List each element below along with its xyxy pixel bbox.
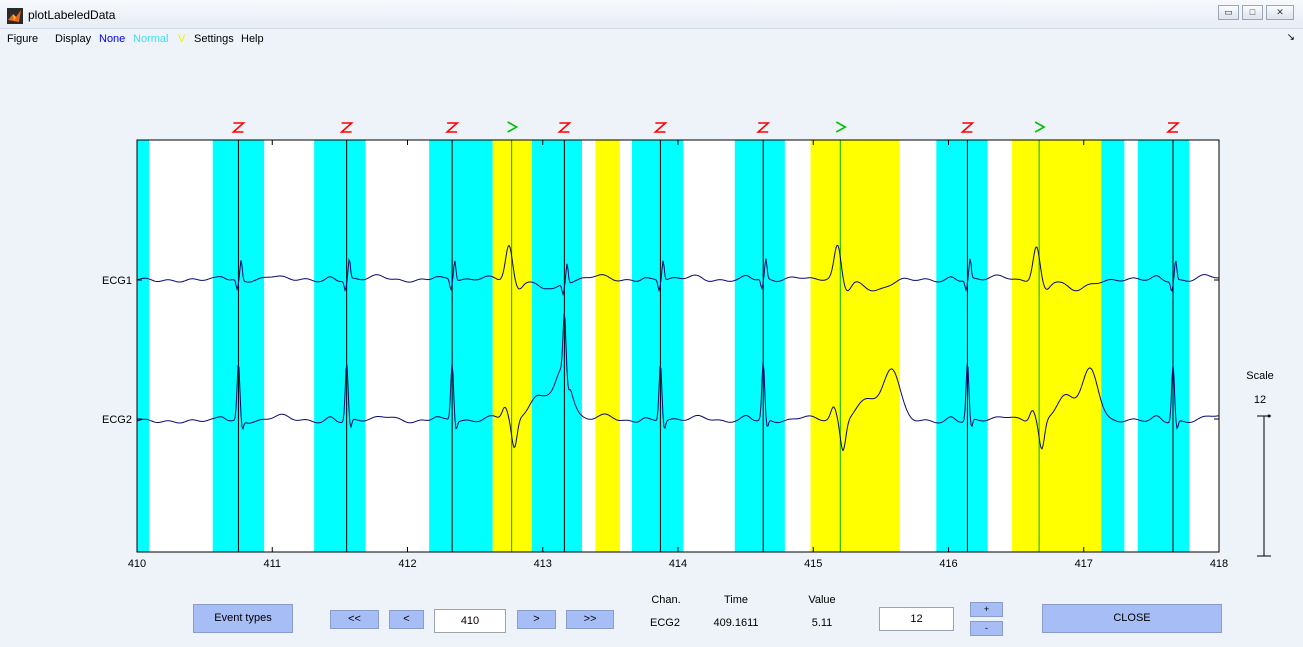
x-tick-label-3: 413 [534, 558, 552, 570]
close-window-button[interactable]: ✕ [1266, 5, 1294, 20]
region-normal-12 [1101, 140, 1125, 552]
beat-label-6 [756, 122, 771, 133]
region-normal-5 [531, 140, 582, 552]
x-tick-label-8: 418 [1210, 558, 1228, 570]
maximize-button[interactable]: □ [1242, 5, 1263, 20]
x-tick-label-5: 415 [804, 558, 822, 570]
menu-display[interactable]: Display [55, 33, 92, 45]
x-tick-label-7: 417 [1075, 558, 1093, 570]
menu-figure[interactable]: Figure [7, 33, 39, 45]
event-types-button[interactable]: Event types [193, 604, 293, 633]
region-v-6 [595, 140, 620, 552]
menu-help[interactable]: Help [241, 33, 264, 45]
beat-label-4 [557, 122, 572, 133]
close-button[interactable]: CLOSE [1042, 604, 1222, 633]
dock-arrow-icon[interactable]: ↘ [1286, 32, 1295, 43]
beat-label-9 [1034, 121, 1046, 133]
x-tick-label-6: 416 [939, 558, 957, 570]
time-header: Time [723, 594, 749, 606]
beat-label-3 [507, 121, 519, 133]
beat-label-2 [445, 122, 460, 133]
region-v-9 [810, 140, 900, 552]
menu-bar: Figure Display None Normal V Settings He… [0, 29, 1303, 49]
region-normal-13 [1137, 140, 1190, 552]
scale-minus-button[interactable]: - [970, 621, 1003, 636]
region-v-4 [492, 140, 532, 552]
region-normal-10 [936, 140, 988, 552]
beat-label-10 [1165, 122, 1181, 133]
time-value: 409.1611 [713, 617, 759, 629]
beat-label-0 [231, 122, 246, 133]
time-input[interactable]: 410 [434, 609, 506, 633]
scale-input[interactable]: 12 [879, 607, 954, 631]
beat-label-8 [960, 122, 975, 133]
chan-value: ECG2 [650, 617, 680, 629]
menu-v[interactable]: V [178, 33, 186, 45]
last-button[interactable]: >> [566, 610, 614, 629]
chan-header: Chan. [651, 594, 681, 606]
ecg-chart[interactable]: ECG1 ECG2 410 411 412 413 414 415 416 417 418 [0, 0, 1303, 580]
scale-plus-button[interactable]: + [970, 602, 1003, 617]
first-button[interactable]: << [330, 610, 379, 629]
x-tick-label-2: 412 [398, 558, 416, 570]
minimize-button[interactable]: ▭ [1218, 5, 1239, 20]
title-bar: plotLabeledData ▭ □ ✕ [0, 0, 1303, 29]
region-normal-7 [632, 140, 684, 552]
menu-none[interactable]: None [99, 33, 126, 45]
ecg2-trace [136, 313, 1219, 452]
beat-label-5 [653, 122, 668, 133]
value-header: Value [808, 594, 836, 606]
matlab-icon [7, 8, 23, 24]
beat-label-1 [339, 122, 354, 133]
x-tick-label-1: 411 [263, 558, 281, 570]
x-tick-label-4: 414 [669, 558, 687, 570]
window-title: plotLabeledData [28, 8, 116, 22]
menu-normal[interactable]: Normal [133, 33, 169, 45]
scale-value: 12 [1253, 394, 1267, 406]
region-normal-0 [137, 140, 150, 552]
region-v-11 [1012, 140, 1102, 552]
region-normal-3 [429, 140, 493, 552]
scale-label: Scale [1246, 370, 1274, 382]
prev-button[interactable]: < [389, 610, 424, 629]
region-normal-2 [314, 140, 366, 552]
value-value: 5.11 [811, 617, 833, 629]
menu-settings[interactable]: Settings [194, 33, 234, 45]
ecg1-trace [136, 244, 1220, 297]
next-button[interactable]: > [517, 610, 556, 629]
channel-label-ecg2: ECG2 [102, 414, 132, 426]
x-tick-label-0: 410 [128, 558, 146, 570]
region-normal-8 [734, 140, 785, 552]
channel-label-ecg1: ECG1 [102, 275, 132, 287]
beat-label-7 [835, 121, 847, 133]
